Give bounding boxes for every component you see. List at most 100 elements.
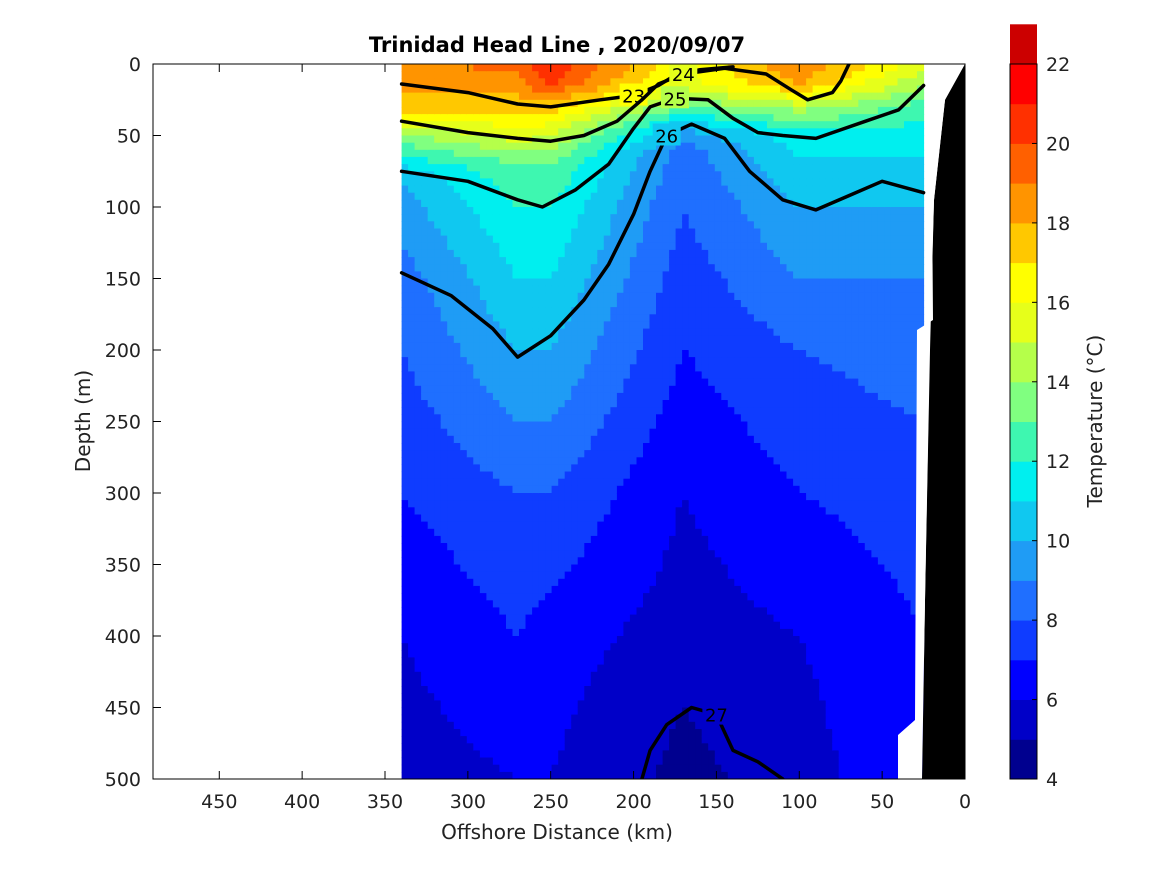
temperature-cell	[414, 142, 422, 151]
temperature-cell	[532, 99, 540, 108]
temperature-cell	[623, 192, 631, 201]
temperature-cell	[466, 192, 474, 201]
temperature-cell	[643, 264, 651, 272]
temperature-cell	[506, 500, 514, 508]
temperature-cell	[695, 121, 703, 129]
temperature-cell	[708, 178, 716, 187]
temperature-cell	[597, 257, 605, 265]
temperature-cell	[447, 242, 455, 251]
temperature-cell	[669, 392, 677, 401]
temperature-cell	[434, 378, 442, 387]
temperature-cell	[551, 550, 559, 558]
temperature-cell	[473, 64, 481, 72]
temperature-cell	[662, 736, 670, 744]
temperature-cell	[414, 385, 422, 394]
temperature-cell	[577, 450, 585, 458]
temperature-cell	[695, 500, 703, 508]
temperature-cell	[649, 435, 657, 444]
temperature-cell	[427, 507, 435, 516]
temperature-cell	[623, 335, 631, 344]
temperature-cell	[636, 156, 644, 165]
temperature-cell	[688, 328, 696, 337]
temperature-cell	[453, 757, 461, 766]
temperature-cell	[492, 350, 500, 358]
temperature-cell	[590, 78, 598, 87]
temperature-cell	[675, 300, 683, 308]
temperature-cell	[421, 457, 429, 465]
temperature-cell	[584, 371, 592, 380]
temperature-cell	[656, 628, 664, 637]
temperature-cell	[708, 135, 716, 144]
temperature-cell	[577, 235, 585, 244]
temperature-cell	[616, 257, 624, 265]
temperature-cell	[643, 493, 651, 501]
temperature-cell	[414, 585, 422, 594]
temperature-cell	[440, 364, 448, 372]
temperature-cell	[636, 164, 644, 172]
temperature-cell	[682, 257, 690, 265]
temperature-cell	[590, 342, 598, 351]
temperature-cell	[492, 643, 500, 651]
temperature-cell	[682, 400, 690, 408]
temperature-cell	[414, 750, 422, 759]
temperature-cell	[447, 578, 455, 587]
temperature-cell	[616, 414, 624, 423]
temperature-cell	[538, 585, 546, 594]
temperature-cell	[408, 678, 416, 687]
temperature-cell	[421, 564, 429, 573]
temperature-cell	[623, 156, 631, 165]
temperature-cell	[564, 71, 572, 79]
temperature-cell	[512, 414, 520, 423]
temperature-cell	[656, 171, 664, 180]
temperature-cell	[460, 221, 468, 230]
temperature-cell	[649, 771, 657, 779]
temperature-cell	[616, 671, 624, 680]
temperature-cell	[421, 571, 429, 580]
temperature-cell	[662, 300, 670, 308]
temperature-cell	[414, 364, 422, 372]
temperature-cell	[427, 443, 435, 451]
temperature-cell	[675, 106, 683, 115]
temperature-cell	[571, 78, 579, 87]
temperature-cell	[695, 199, 703, 208]
temperature-cell	[610, 71, 618, 79]
temperature-cell	[427, 314, 435, 322]
temperature-cell	[421, 671, 429, 680]
temperature-cell	[558, 643, 566, 651]
temperature-cell	[479, 671, 487, 680]
temperature-cell	[721, 264, 729, 272]
temperature-cell	[597, 421, 605, 430]
temperature-cell	[675, 242, 683, 251]
temperature-cell	[682, 521, 690, 530]
temperature-cell	[682, 114, 690, 122]
temperature-cell	[538, 571, 546, 580]
temperature-cell	[473, 764, 481, 773]
temperature-cell	[623, 693, 631, 701]
temperature-cell	[558, 614, 566, 623]
temperature-cell	[479, 192, 487, 201]
temperature-cell	[408, 500, 416, 508]
temperature-cell	[682, 485, 690, 494]
temperature-cell	[669, 307, 677, 315]
temperature-cell	[460, 607, 468, 616]
temperature-cell	[408, 221, 416, 230]
temperature-cell	[499, 578, 507, 587]
temperature-cell	[408, 450, 416, 458]
temperature-cell	[708, 435, 716, 444]
temperature-cell	[473, 106, 481, 115]
temperature-cell	[610, 528, 618, 537]
temperature-cell	[434, 457, 442, 465]
temperature-cell	[597, 199, 605, 208]
temperature-cell	[636, 257, 644, 265]
temperature-cell	[669, 400, 677, 408]
temperature-cell	[525, 364, 533, 372]
temperature-cell	[636, 564, 644, 573]
temperature-cell	[447, 457, 455, 465]
temperature-cell	[643, 457, 651, 465]
temperature-cell	[577, 743, 585, 751]
temperature-cell	[479, 199, 487, 208]
temperature-cell	[721, 485, 729, 494]
temperature-cell	[414, 721, 422, 730]
temperature-cell	[708, 750, 716, 759]
temperature-cell	[427, 185, 435, 194]
